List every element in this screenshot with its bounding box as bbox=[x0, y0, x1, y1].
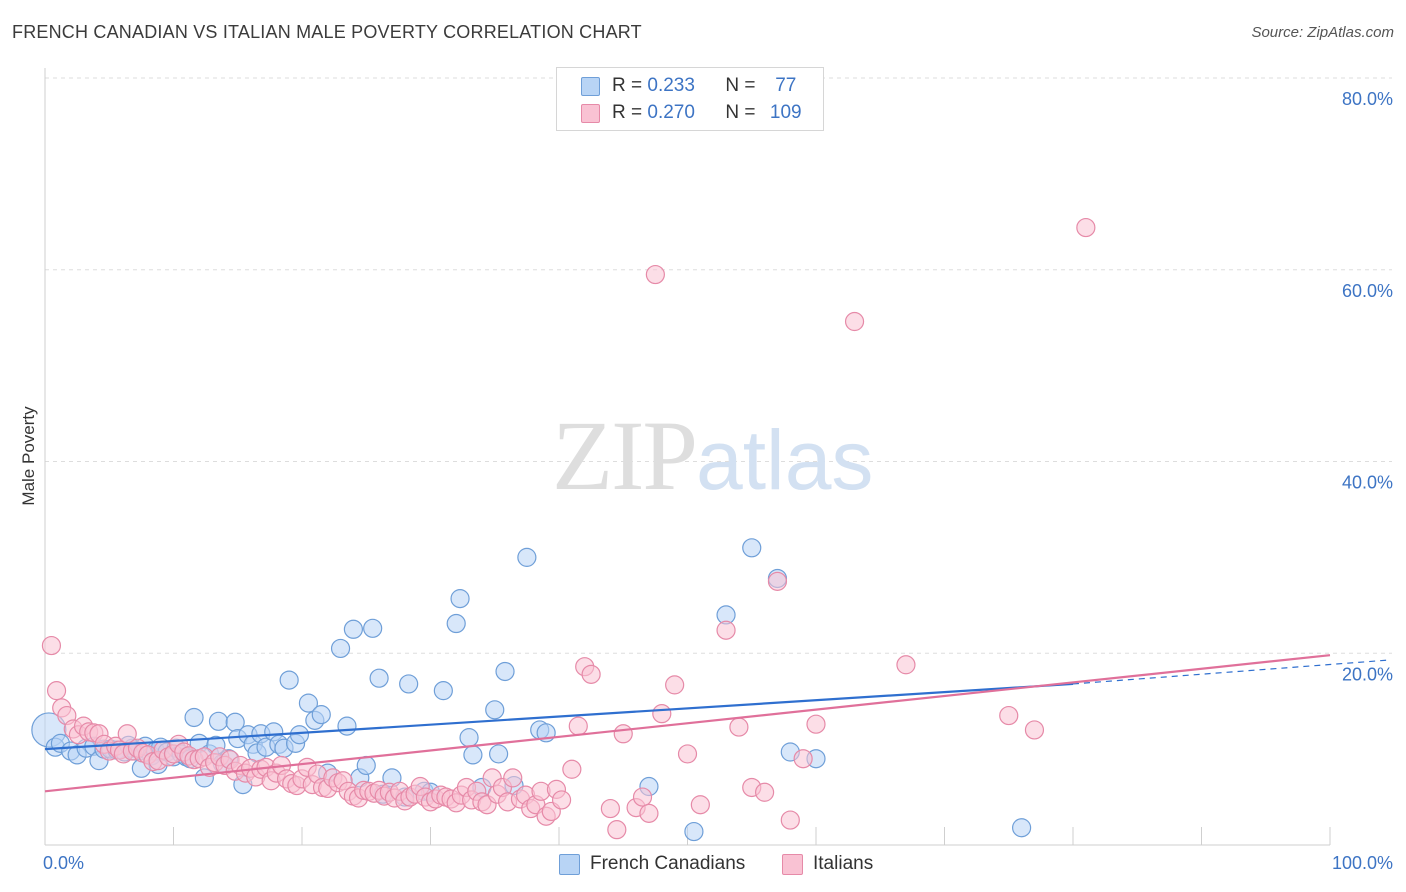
french-point-68 bbox=[450, 589, 470, 609]
legend-r-label: R = bbox=[612, 75, 643, 96]
italian-point-125 bbox=[999, 705, 1019, 726]
italian-point-124 bbox=[896, 655, 916, 675]
italian-point-126 bbox=[1024, 720, 1045, 740]
italian-point-127 bbox=[1076, 217, 1096, 238]
italian-point-106 bbox=[613, 724, 633, 744]
bottom-legend-italian: Italians bbox=[782, 852, 873, 876]
french-point-26 bbox=[184, 707, 204, 728]
source-label: Source: ZipAtlas.com bbox=[1251, 24, 1394, 41]
french-point-69 bbox=[459, 728, 479, 748]
french-point-46 bbox=[279, 670, 299, 690]
chart-title: FRENCH CANADIAN VS ITALIAN MALE POVERTY … bbox=[12, 22, 642, 42]
x-tick-label-start: 0.0% bbox=[43, 853, 84, 873]
italian-swatch-icon bbox=[782, 853, 803, 875]
italian-point-112 bbox=[665, 675, 685, 695]
legend-n-label: N = bbox=[725, 102, 756, 123]
french-trend-extension bbox=[1072, 659, 1391, 685]
french-point-74 bbox=[495, 661, 515, 682]
y-tick-label-2: 60.0% bbox=[1342, 281, 1393, 301]
legend-n-value-french: 77 bbox=[775, 75, 797, 96]
french-point-55 bbox=[343, 619, 363, 639]
french-swatch-icon bbox=[559, 853, 580, 875]
italian-point-120 bbox=[780, 810, 800, 830]
italian-point-109 bbox=[639, 803, 659, 823]
y-tick-label-3: 80.0% bbox=[1342, 89, 1393, 109]
french-point-82 bbox=[742, 538, 762, 558]
trend-lines bbox=[44, 654, 1391, 793]
correlation-legend: R = 0.233 N = 77 R = 0.270 N = 109 bbox=[556, 67, 824, 131]
watermark: ZIPatlas bbox=[552, 398, 873, 513]
italian-point-90 bbox=[503, 768, 523, 788]
bottom-legend-label-italian: Italians bbox=[813, 853, 874, 874]
italian-point-101 bbox=[568, 716, 588, 736]
italian-trend-line bbox=[44, 654, 1331, 793]
y-tick-label-0: 20.0% bbox=[1342, 664, 1393, 684]
italian-point-100 bbox=[562, 759, 582, 779]
y-axis-title: Male Poverty bbox=[19, 406, 38, 506]
french-point-67 bbox=[446, 613, 466, 634]
french-point-54 bbox=[337, 716, 357, 736]
french-point-76 bbox=[517, 547, 537, 567]
italian-point-103 bbox=[581, 664, 601, 684]
french-point-66 bbox=[433, 681, 453, 701]
italian-point-116 bbox=[729, 717, 749, 737]
french-point-32 bbox=[208, 711, 229, 731]
french-point-86 bbox=[1011, 818, 1032, 838]
italian-point-1 bbox=[46, 681, 67, 701]
french-point-57 bbox=[356, 755, 376, 776]
italian-point-118 bbox=[754, 782, 775, 802]
french-point-49 bbox=[298, 693, 319, 713]
legend-n-value-italian: 109 bbox=[769, 102, 802, 123]
watermark-zip: ZIP bbox=[552, 400, 698, 511]
bottom-legend-label-french: French Canadians bbox=[590, 853, 746, 874]
italian-point-119 bbox=[767, 571, 788, 591]
legend-r-label: R = bbox=[612, 102, 643, 123]
french-swatch-icon bbox=[581, 76, 600, 96]
french-point-58 bbox=[363, 618, 383, 638]
italian-point-99 bbox=[551, 790, 572, 810]
french-point-72 bbox=[485, 700, 505, 720]
french-point-70 bbox=[463, 745, 483, 765]
legend-r-value-french: 0.233 bbox=[647, 75, 695, 96]
french-point-63 bbox=[399, 674, 419, 694]
french-trend-line bbox=[44, 682, 1074, 751]
italian-point-114 bbox=[690, 795, 710, 815]
legend-r-value-italian: 0.270 bbox=[647, 102, 695, 123]
y-tick-label-1: 40.0% bbox=[1342, 473, 1393, 493]
italian-point-105 bbox=[607, 820, 627, 840]
french-point-73 bbox=[489, 744, 509, 764]
bottom-legend-french: French Canadians bbox=[559, 852, 745, 876]
italian-point-110 bbox=[645, 264, 665, 285]
legend-row-french: R = 0.233 N = 77 bbox=[581, 73, 811, 99]
italian-points bbox=[41, 217, 1096, 840]
x-tick-label-end: 100.0% bbox=[1332, 853, 1393, 873]
tick-labels: 20.0% 40.0% 60.0% 80.0% 0.0% 100.0% Male Pover… bbox=[19, 89, 1393, 873]
italian-point-115 bbox=[716, 620, 736, 640]
italian-point-104 bbox=[600, 798, 621, 819]
french-point-53 bbox=[330, 638, 351, 659]
italian-point-123 bbox=[844, 311, 865, 332]
italian-point-108 bbox=[632, 787, 653, 807]
french-point-59 bbox=[369, 668, 389, 688]
french-point-48 bbox=[289, 725, 310, 745]
italian-swatch-icon bbox=[581, 103, 600, 123]
french-point-51 bbox=[311, 705, 331, 725]
legend-row-italian: R = 0.270 N = 109 bbox=[581, 100, 811, 126]
italian-point-111 bbox=[652, 704, 672, 724]
french-point-80 bbox=[684, 821, 704, 842]
italian-point-122 bbox=[806, 714, 826, 734]
legend-n-label: N = bbox=[725, 75, 756, 96]
grid-lines bbox=[45, 77, 1392, 654]
italian-point-15 bbox=[117, 724, 137, 744]
watermark-atlas: atlas bbox=[696, 413, 874, 507]
italian-point-113 bbox=[677, 744, 698, 764]
italian-point-0 bbox=[41, 635, 62, 656]
italian-point-121 bbox=[793, 749, 813, 769]
